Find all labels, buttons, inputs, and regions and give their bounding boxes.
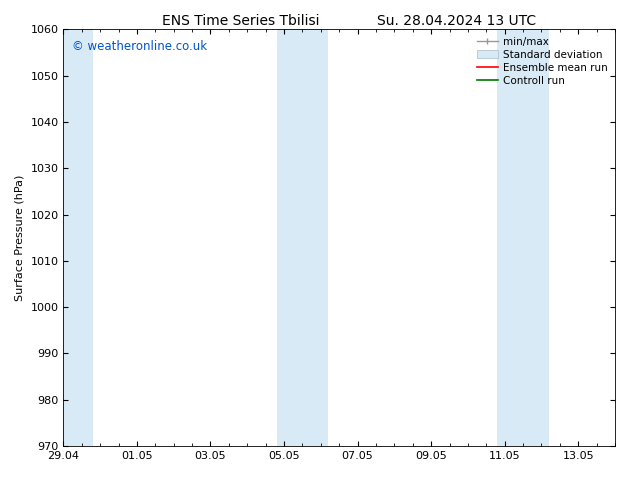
Legend: min/max, Standard deviation, Ensemble mean run, Controll run: min/max, Standard deviation, Ensemble me… [473, 32, 612, 90]
Y-axis label: Surface Pressure (hPa): Surface Pressure (hPa) [15, 174, 25, 301]
Bar [276, 29, 328, 446]
Text: ENS Time Series Tbilisi: ENS Time Series Tbilisi [162, 14, 320, 28]
Bar [497, 29, 549, 446]
Bar [63, 29, 93, 446]
Text: Su. 28.04.2024 13 UTC: Su. 28.04.2024 13 UTC [377, 14, 536, 28]
Text: © weatheronline.co.uk: © weatheronline.co.uk [72, 40, 207, 53]
